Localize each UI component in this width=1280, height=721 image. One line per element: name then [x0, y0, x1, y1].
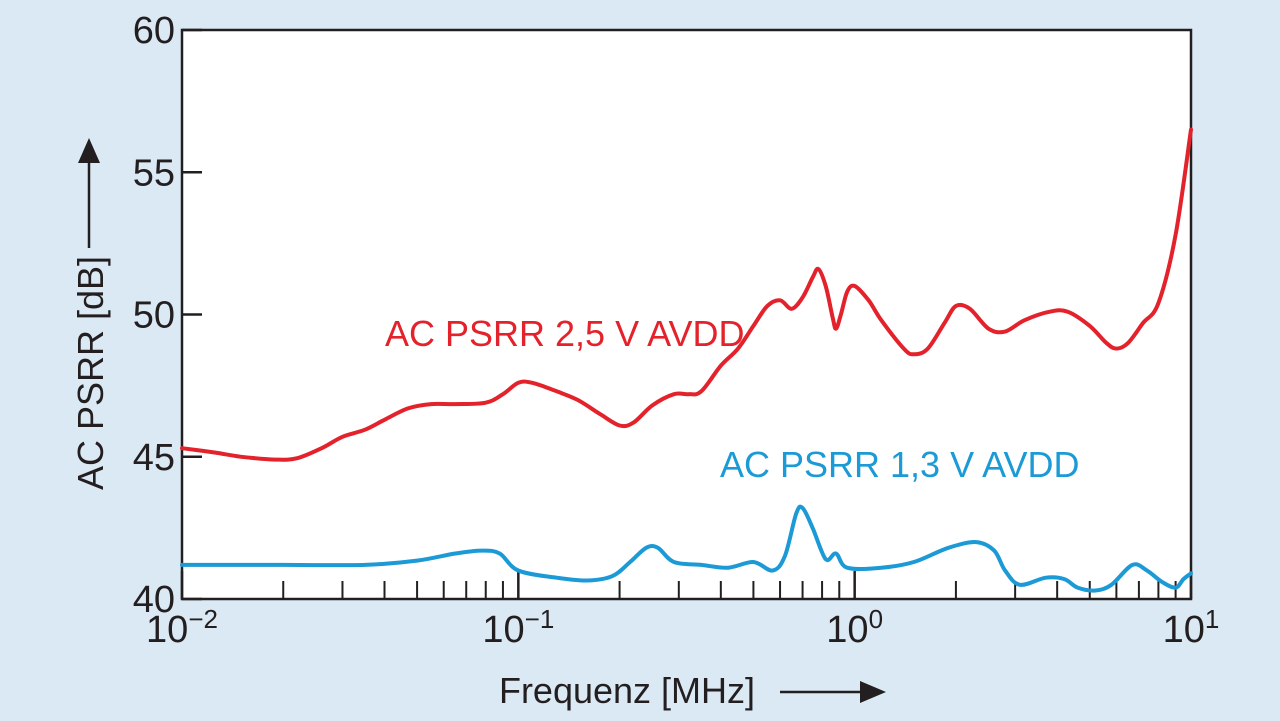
y-tick-label: 50: [133, 295, 175, 337]
x-tick-base: 10: [482, 609, 524, 651]
plot-area: [180, 28, 1193, 601]
x-axis-title: Frequenz [MHz]: [499, 670, 755, 711]
x-tick-label: 101: [1163, 604, 1220, 651]
x-tick-exponent: 0: [869, 604, 883, 634]
y-tick-label: 55: [133, 152, 175, 194]
series-line-1-3v-avdd: [180, 504, 1193, 593]
y-tick-label: 45: [133, 437, 175, 479]
x-tick-exponent: −2: [188, 604, 218, 634]
y-axis-arrow: [78, 138, 100, 248]
x-tick-base: 10: [146, 609, 188, 651]
x-tick-exponent: 1: [1205, 604, 1219, 634]
x-tick-exponent: −1: [525, 604, 555, 634]
series-line-2-5v-avdd: [180, 127, 1193, 462]
x-axis: 10−2 10−1 100 101: [146, 571, 1219, 651]
y-axis-title: AC PSRR [dB]: [70, 256, 111, 490]
series-layer: [180, 127, 1193, 593]
series-label-1-3v: AC PSRR 1,3 V AVDD: [720, 444, 1079, 485]
x-tick-label: 100: [826, 604, 883, 651]
y-axis: 40 45 50 55 60: [133, 10, 202, 621]
y-tick-label: 40: [133, 579, 175, 621]
x-tick-base: 10: [1163, 609, 1205, 651]
x-tick-base: 10: [826, 609, 868, 651]
series-label-2-5v: AC PSRR 2,5 V AVDD: [385, 313, 744, 354]
x-tick-label: 10−1: [482, 604, 554, 651]
x-tick-label: 10−2: [146, 604, 218, 651]
x-axis-arrow: [780, 681, 886, 703]
y-tick-label: 60: [133, 10, 175, 52]
